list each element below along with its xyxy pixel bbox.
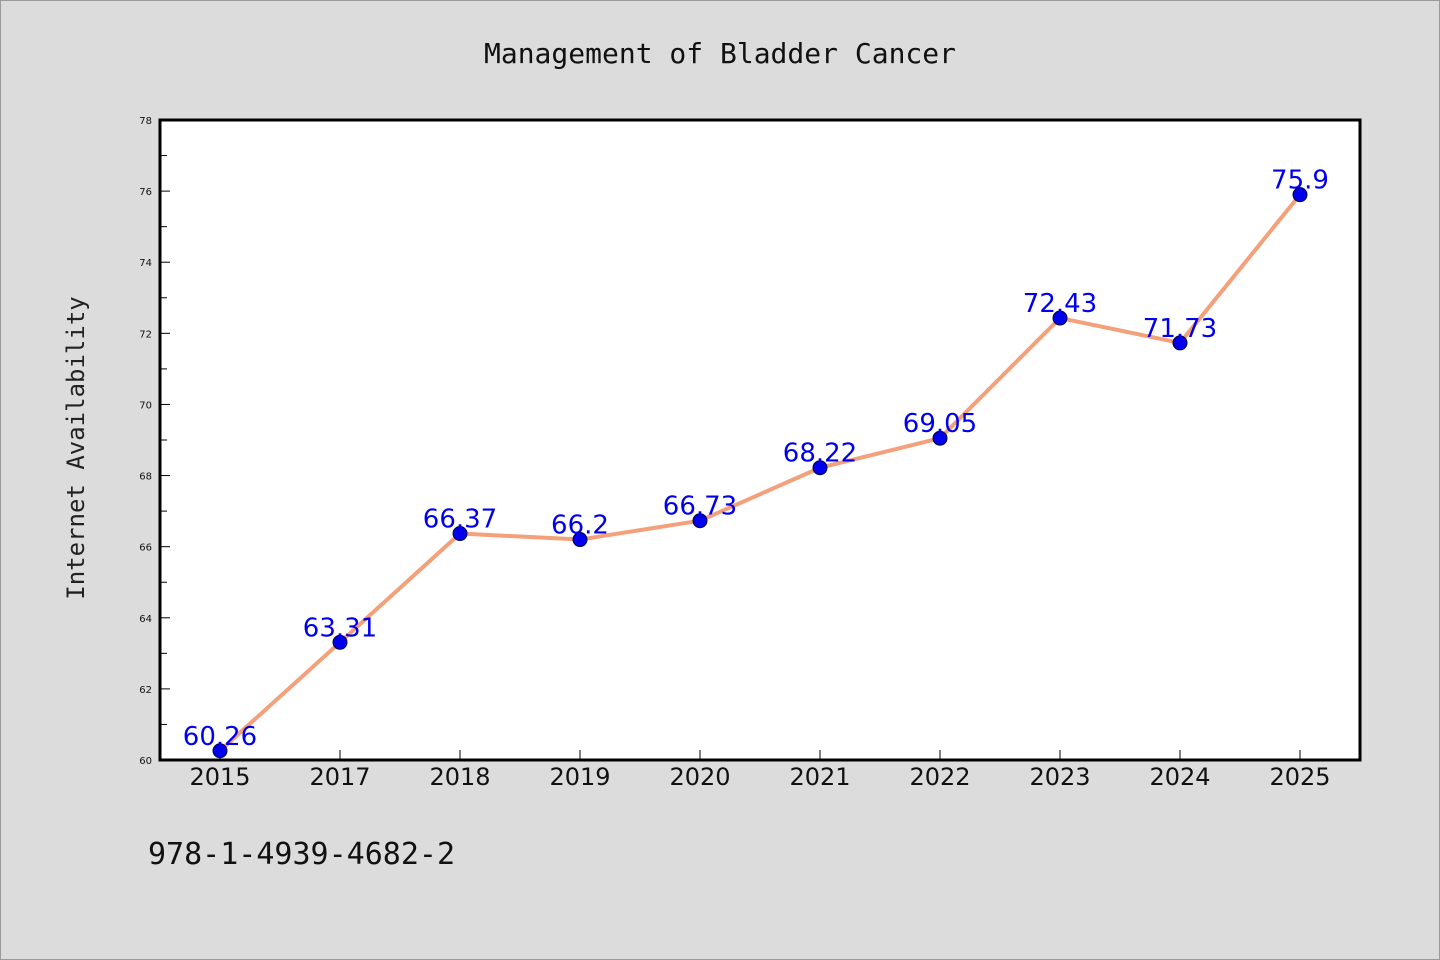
x-tick-label: 2022 xyxy=(909,763,970,791)
data-labels: 60.26 63.31 66.37 66.2 66.73 68.22 69.05 72.43 7… xyxy=(183,166,1329,752)
x-tick-label: 2019 xyxy=(549,763,610,791)
x-tick-label: 2020 xyxy=(669,763,730,791)
x-tick-label: 2021 xyxy=(789,763,850,791)
data-point xyxy=(1172,335,1188,351)
data-point xyxy=(212,743,228,759)
isbn-footer: 978-1-4939-4682-2 xyxy=(148,837,455,872)
data-label: 75.9 xyxy=(1271,166,1329,196)
series-line xyxy=(218,193,1302,753)
data-label: 66.73 xyxy=(663,492,737,522)
y-tick-label: 66 xyxy=(139,543,152,554)
y-tick-label: 64 xyxy=(139,614,152,625)
series-line-group xyxy=(212,187,1308,759)
y-tick-label: 60 xyxy=(139,756,152,767)
data-label: 66.2 xyxy=(551,511,609,541)
data-point xyxy=(1052,310,1068,326)
data-label: 66.37 xyxy=(423,505,497,535)
data-point xyxy=(692,513,708,529)
y-axis: 60 62 64 66 68 70 72 74 76 78 xyxy=(139,116,170,767)
data-label: 68.22 xyxy=(783,439,857,469)
data-point xyxy=(572,532,588,548)
y-tick-label: 70 xyxy=(139,400,152,411)
x-tick-label: 2023 xyxy=(1029,763,1090,791)
y-tick-label: 72 xyxy=(139,329,152,340)
data-point xyxy=(932,430,948,446)
y-tick-label: 62 xyxy=(139,685,152,696)
data-label: 69.05 xyxy=(903,409,977,439)
plot-area xyxy=(158,118,1362,762)
x-tick-label: 2015 xyxy=(189,763,250,791)
x-tick-label: 2024 xyxy=(1149,763,1210,791)
chart-title: Management of Bladder Cancer xyxy=(484,37,956,70)
data-point xyxy=(332,634,348,650)
x-axis: 2015 2017 2018 2019 2020 2021 2022 2023 2024 2025 xyxy=(189,750,1331,791)
x-tick-label: 2025 xyxy=(1269,763,1330,791)
y-tick-label: 76 xyxy=(139,187,152,198)
y-axis-label: Internet Availability xyxy=(62,296,90,599)
data-label: 63.31 xyxy=(303,613,377,643)
data-label: 72.43 xyxy=(1023,289,1097,319)
y-tick-label: 78 xyxy=(139,116,152,127)
x-tick-label: 2018 xyxy=(429,763,490,791)
data-point xyxy=(1292,187,1308,203)
data-point xyxy=(812,460,828,476)
y-tick-label: 74 xyxy=(139,258,152,269)
data-point xyxy=(452,526,468,542)
y-tick-label: 68 xyxy=(139,472,152,483)
x-tick-label: 2017 xyxy=(309,763,370,791)
data-label: 71.73 xyxy=(1143,314,1217,344)
data-label: 60.26 xyxy=(183,722,257,752)
